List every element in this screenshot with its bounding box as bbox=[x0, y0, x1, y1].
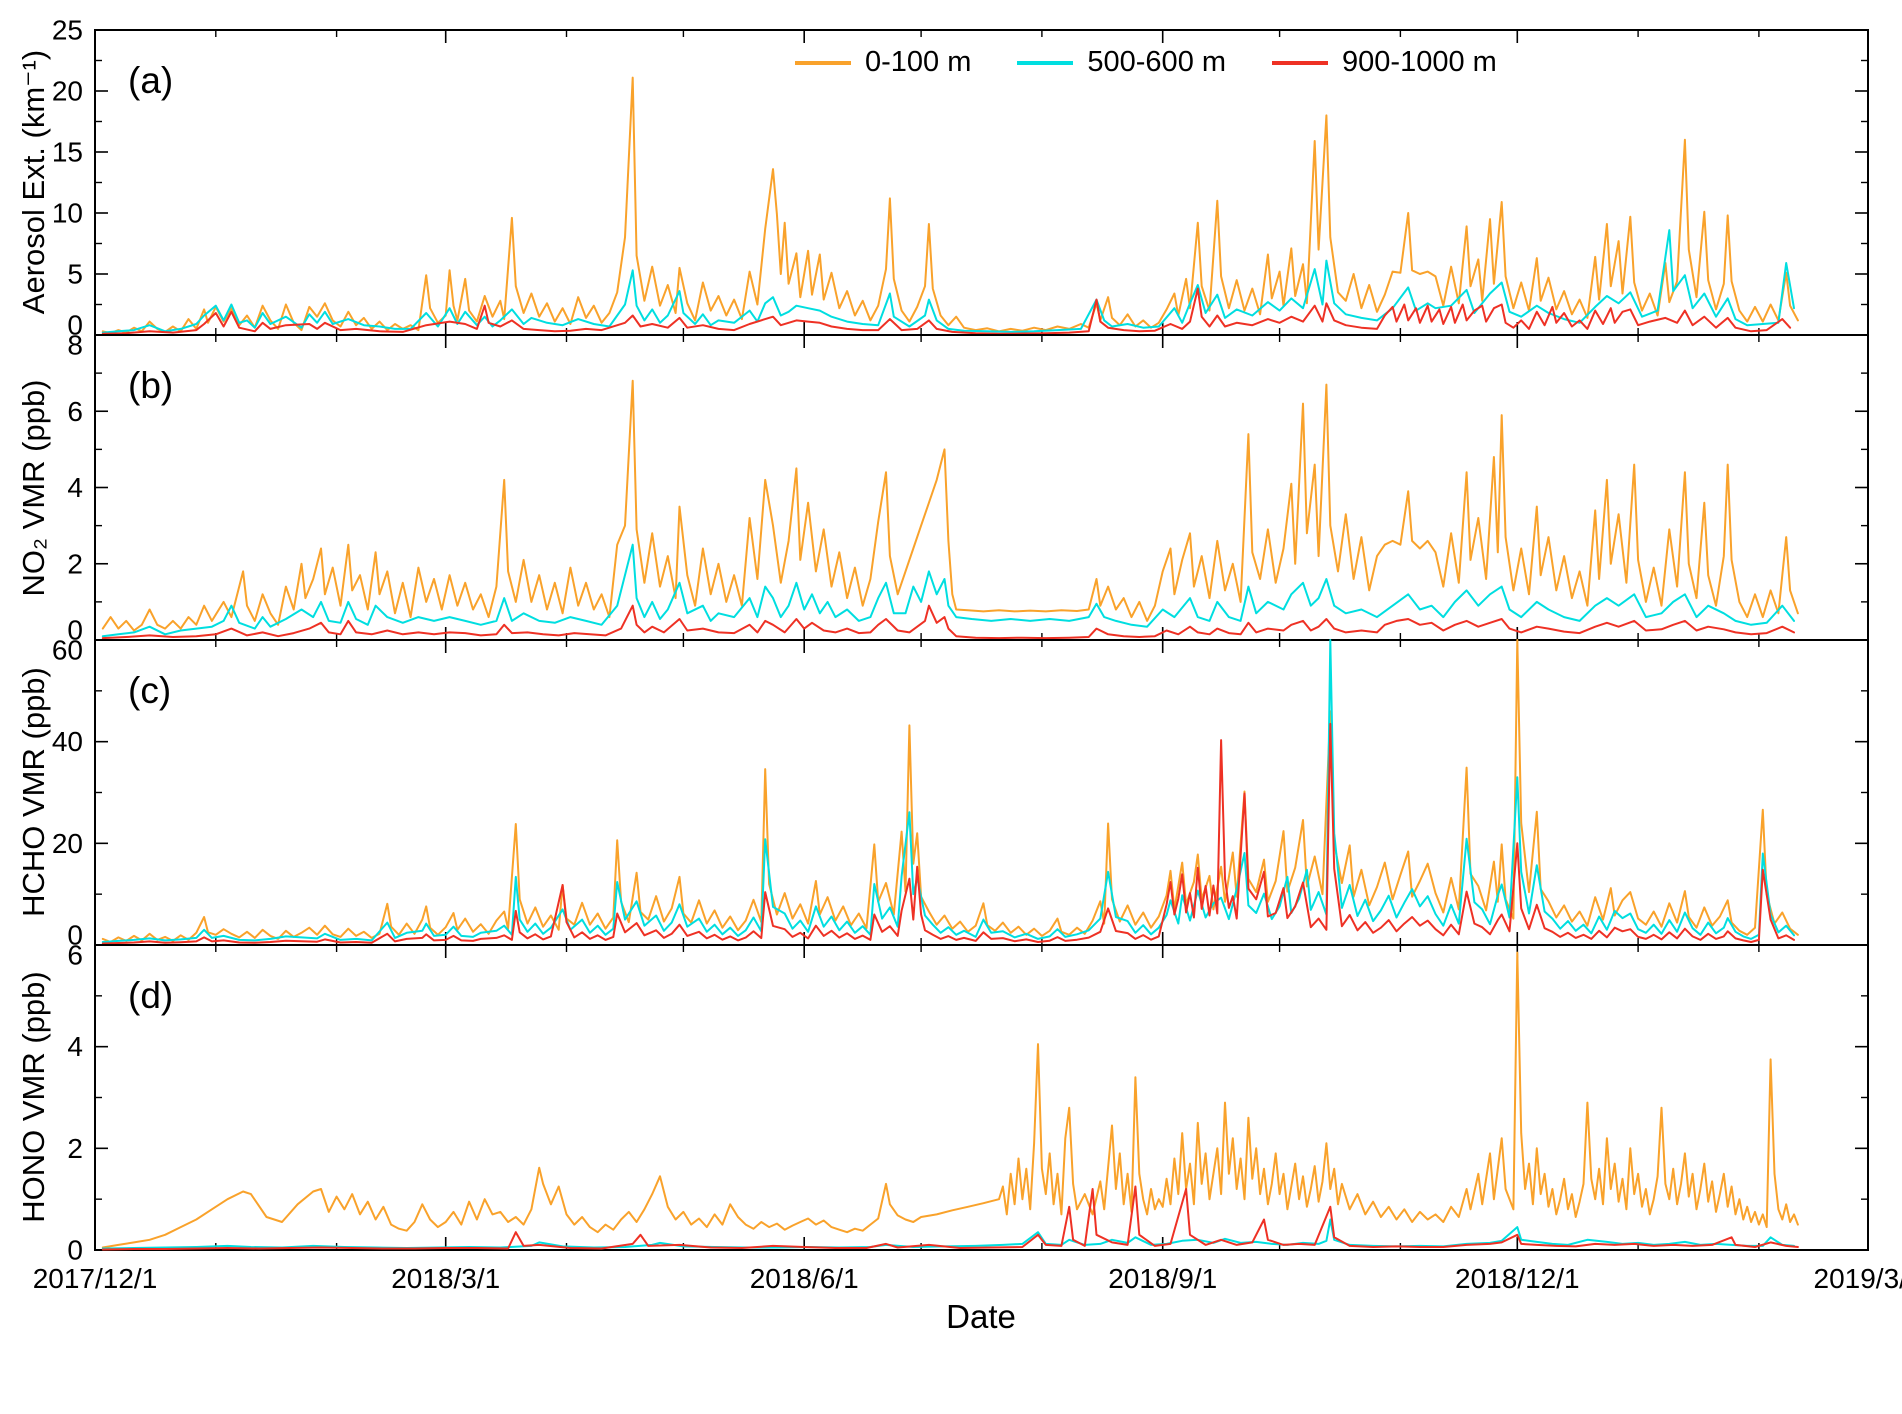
y-axis-title-no2: NO₂ VMR (ppb) bbox=[16, 379, 51, 597]
series-line-500-600m bbox=[101, 639, 1795, 943]
y-axis-title-hono: HONO VMR (ppb) bbox=[16, 971, 51, 1223]
series-line-0-100m bbox=[101, 639, 1799, 943]
panel-b: 0 2 4 6 8 bbox=[67, 330, 1869, 646]
legend-swatch-0 bbox=[795, 60, 851, 65]
legend-label: 900-1000 m bbox=[1342, 46, 1497, 78]
series-line-0-100m bbox=[101, 951, 1799, 1249]
y-tick-label: 40 bbox=[52, 726, 83, 757]
y-tick-label: 20 bbox=[52, 828, 83, 859]
legend-item-0-100m: 0-100 m bbox=[795, 46, 971, 79]
series-line-0-100m bbox=[101, 379, 1799, 632]
legend-item-500-600m: 500-600 m bbox=[1017, 46, 1226, 79]
y-tick-label: 5 bbox=[67, 259, 83, 290]
panel-letter-d: (d) bbox=[128, 975, 174, 1016]
legend-label: 0-100 m bbox=[865, 46, 972, 78]
panel-frame bbox=[94, 639, 1869, 946]
x-tick-label: 2018/6/1 bbox=[750, 1263, 859, 1294]
y-axis-title-hcho: HCHO VMR (ppb) bbox=[16, 667, 51, 917]
x-tick-label: 2017/12/1 bbox=[33, 1263, 158, 1294]
series-line-500-600m bbox=[101, 229, 1795, 334]
legend-label: 500-600 m bbox=[1087, 46, 1227, 78]
y-tick-label: 20 bbox=[52, 76, 83, 107]
x-tick-label: 2018/12/1 bbox=[1455, 1263, 1580, 1294]
y-tick-label: 60 bbox=[52, 635, 83, 666]
panel-letter-b: (b) bbox=[128, 365, 174, 406]
y-axis-title-aerosol: Aerosol Ext. (km⁻¹) bbox=[16, 49, 51, 315]
x-tick-label: 2019/3/1 bbox=[1814, 1263, 1902, 1294]
panel-c: 0 20 40 60 bbox=[52, 635, 1869, 951]
y-tick-label: 2 bbox=[67, 1133, 83, 1164]
x-tick-label: 2018/9/1 bbox=[1108, 1263, 1217, 1294]
panel-letter-a: (a) bbox=[128, 60, 174, 101]
series-line-900-1000m bbox=[101, 604, 1795, 640]
y-tick-label: 0 bbox=[67, 310, 83, 341]
y-tick-label: 0 bbox=[67, 615, 83, 646]
y-tick-label: 6 bbox=[67, 940, 83, 971]
series-line-500-600m bbox=[101, 543, 1795, 638]
y-tick-label: 10 bbox=[52, 198, 83, 229]
series-line-900-1000m bbox=[101, 287, 1792, 335]
panel-letter-c: (c) bbox=[128, 670, 172, 711]
series-line-0-100m bbox=[101, 76, 1799, 335]
x-tick-label: 2018/3/1 bbox=[391, 1263, 500, 1294]
y-tick-label: 25 bbox=[52, 15, 83, 46]
y-tick-label: 6 bbox=[67, 396, 83, 427]
y-tick-label: 4 bbox=[67, 472, 83, 503]
legend: 0-100 m 500-600 m 900-1000 m bbox=[795, 46, 1497, 79]
y-tick-label: 8 bbox=[67, 330, 83, 361]
y-tick-label: 0 bbox=[67, 920, 83, 951]
legend-item-900-1000m: 900-1000 m bbox=[1272, 46, 1497, 79]
series-line-900-1000m bbox=[101, 722, 1795, 945]
y-tick-label: 4 bbox=[67, 1031, 83, 1062]
x-axis-title: Date bbox=[946, 1298, 1016, 1335]
legend-swatch-1 bbox=[1017, 60, 1074, 65]
series-line-900-1000m bbox=[101, 1185, 1799, 1251]
legend-swatch-2 bbox=[1272, 60, 1329, 65]
y-tick-label: 0 bbox=[67, 1235, 83, 1266]
panel-d: 0 2 4 6 2017/12/1 2018/3/1 2018/6/1 2018/9/1 201… bbox=[33, 940, 1902, 1295]
y-tick-label: 2 bbox=[67, 548, 83, 579]
y-tick-label: 15 bbox=[52, 137, 83, 168]
panel-frame bbox=[94, 334, 1869, 641]
